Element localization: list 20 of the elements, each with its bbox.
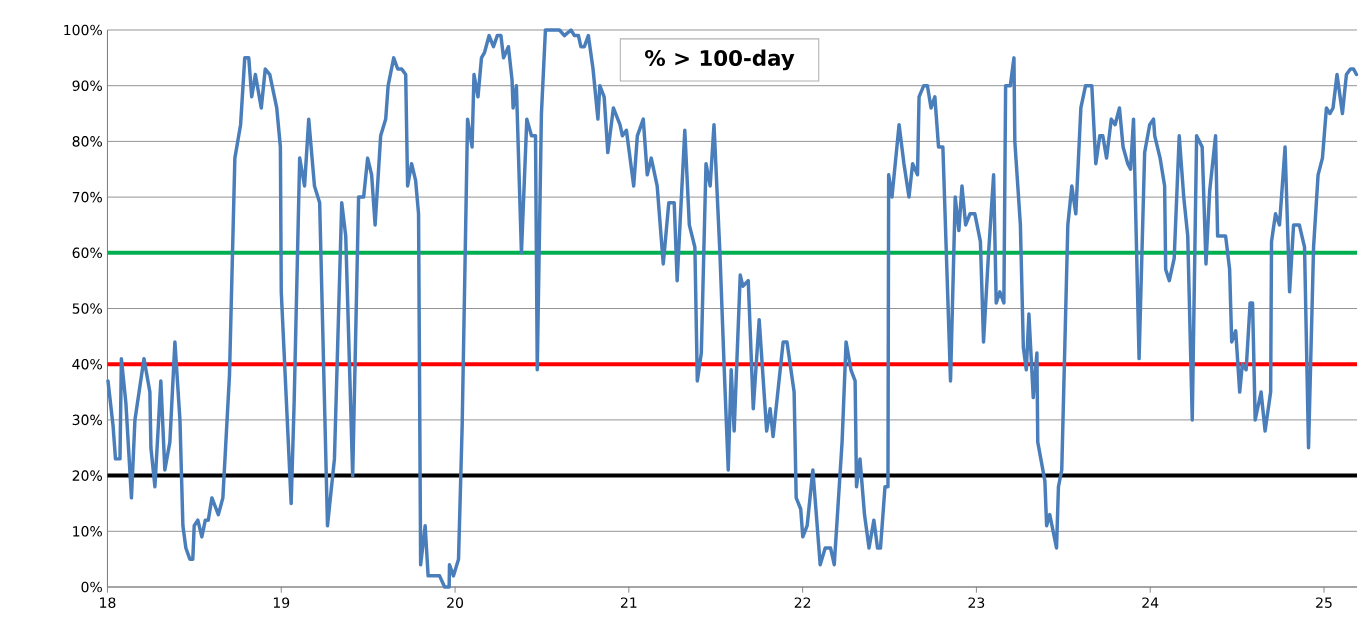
y-tick-label: 0% xyxy=(81,581,102,593)
y-tick-label: 40% xyxy=(72,358,102,370)
x-tick-label: 20 xyxy=(447,597,464,608)
x-tick-label: 25 xyxy=(1316,597,1332,608)
x-tick-label: 23 xyxy=(968,597,985,608)
y-tick-label: 100% xyxy=(64,24,102,36)
x-tick-label: 18 xyxy=(100,597,116,608)
text: % > 100-day xyxy=(645,49,795,71)
x-tick-label: 22 xyxy=(794,597,811,608)
y-tick-label: 90% xyxy=(72,80,102,91)
x-tick-label: 21 xyxy=(620,597,637,608)
y-tick-label: 20% xyxy=(72,470,102,481)
y-tick-label: 50% xyxy=(72,303,102,314)
y-tick-label: 70% xyxy=(72,191,102,203)
y-tick-label: 10% xyxy=(73,526,102,537)
x-tick-label: 24 xyxy=(1142,597,1159,608)
x-tick-label: 19 xyxy=(273,597,290,608)
y-tick-label: 60% xyxy=(72,247,102,259)
y-tick-label: 30% xyxy=(72,414,102,426)
y-tick-label: 80% xyxy=(72,136,102,147)
